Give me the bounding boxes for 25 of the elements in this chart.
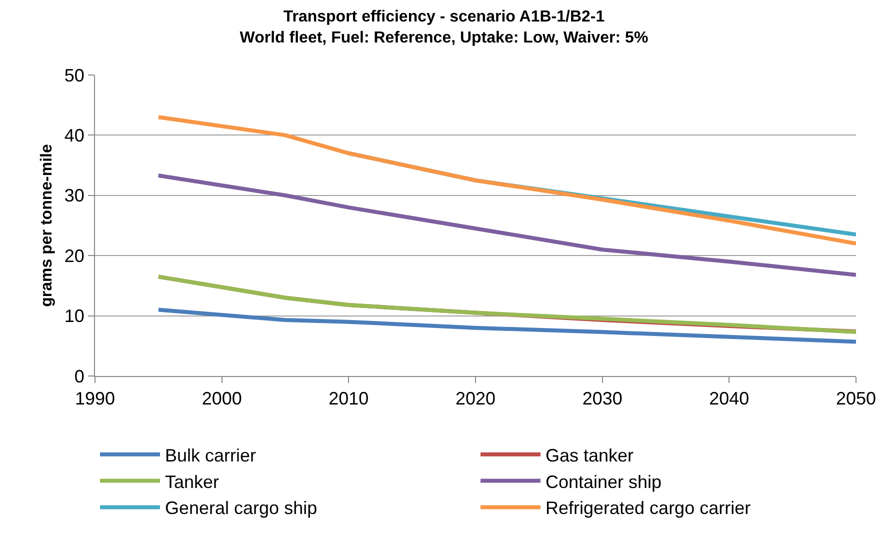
line-series	[156, 174, 856, 277]
line-series	[156, 115, 856, 246]
y-tick-label: 0	[74, 366, 84, 386]
x-tick-label: 2030	[582, 388, 622, 409]
x-tick-label: 2050	[836, 388, 876, 409]
legend-label: General cargo ship	[165, 498, 318, 518]
legend-label: Tanker	[165, 472, 220, 492]
x-tick-label: 2010	[328, 388, 369, 409]
x-tick-label: 2040	[709, 388, 750, 409]
y-axis-title: grams per tonne-mile	[38, 144, 56, 307]
x-tick-label: 2020	[455, 388, 496, 409]
chart-title: Transport efficiency - scenario A1B-1/B2-1	[283, 8, 605, 26]
legend-label: Container ship	[546, 472, 662, 492]
y-tick-label: 50	[64, 65, 84, 86]
y-tick-label: 10	[64, 306, 84, 326]
line-series	[156, 308, 856, 344]
legend-label: Gas tanker	[546, 445, 634, 466]
y-tick-label: 40	[64, 126, 84, 146]
x-tick-label: 1990	[74, 388, 116, 409]
chart-subtitle: World fleet, Fuel: Reference, Uptake: Low, Waiver: 5%	[240, 29, 648, 46]
y-tick-label: 30	[64, 186, 84, 206]
legend-label: Bulk carrier	[165, 445, 256, 466]
y-tick-label: 20	[64, 246, 84, 266]
x-tick-label: 2000	[202, 388, 242, 409]
legend-label: Refrigerated cargo carrier	[546, 498, 751, 518]
